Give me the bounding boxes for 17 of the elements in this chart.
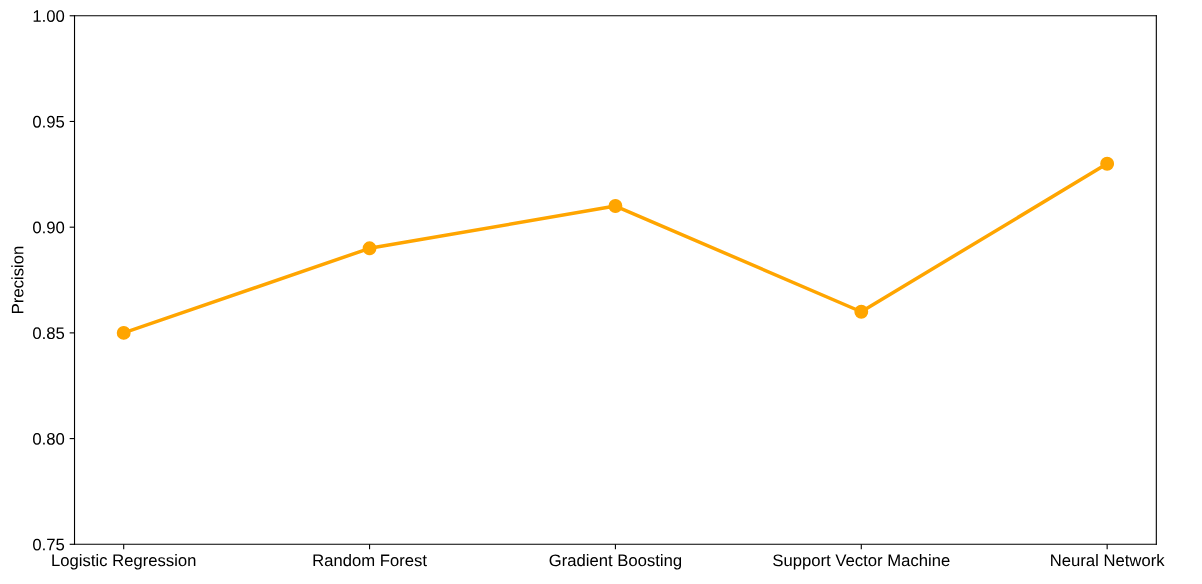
x-tick-label: Support Vector Machine [773, 554, 950, 570]
y-tick-label: 0.85 [33, 327, 65, 340]
y-tick-label: 0.80 [33, 432, 65, 445]
y-tick-label: 0.90 [33, 221, 65, 234]
y-tick-label: 0.95 [33, 115, 65, 128]
point [854, 304, 869, 319]
x-tick-label: Gradient Boosting [549, 554, 682, 570]
y-tick-label: 1.00 [33, 10, 65, 22]
point [1100, 156, 1115, 171]
y-axis-title: Precision [11, 246, 24, 313]
x-tick-label: Random Forest [313, 554, 427, 567]
x-tick-label: Logistic Regression [52, 554, 196, 570]
y-tick-label: 0.75 [33, 538, 65, 551]
point [608, 199, 623, 213]
point [116, 325, 131, 340]
point [362, 241, 377, 256]
x-tick-label: Neural Network [1051, 554, 1165, 567]
